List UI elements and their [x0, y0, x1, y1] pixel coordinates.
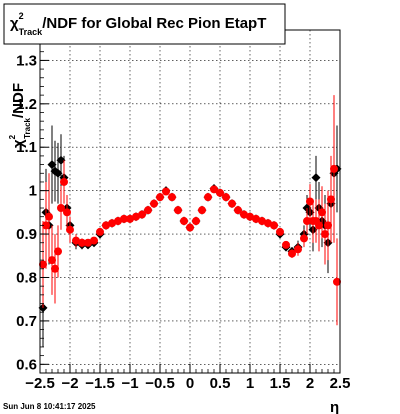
data-point-circle — [39, 260, 47, 269]
series-group — [38, 95, 342, 347]
data-point-circle — [126, 214, 134, 223]
data-point-circle — [330, 164, 338, 173]
data-point-circle — [276, 227, 284, 236]
data-point-circle — [300, 234, 308, 243]
data-point-circle — [84, 238, 92, 247]
y-tick-label: 0.9 — [16, 226, 37, 243]
data-point-circle — [156, 193, 164, 202]
y-axis-label: χ2 Track/NDF — [8, 83, 32, 148]
data-point-circle — [234, 206, 242, 215]
data-point-diamond — [53, 168, 63, 178]
data-point-circle — [186, 223, 194, 232]
data-point-circle — [120, 214, 128, 223]
data-point-circle — [54, 247, 62, 256]
x-tick-label: −1.5 — [85, 375, 115, 392]
data-point-circle — [222, 193, 230, 202]
data-point-circle — [108, 219, 116, 228]
tick-labels: −2.5 −2 −1.5 −1 −0.5 0 0.5 1 1.5 2 2.5 0.6 0.7 0.8 0.9… — [16, 52, 350, 392]
axis-ticks — [39, 33, 341, 374]
data-point-circle — [294, 245, 302, 254]
data-point-circle — [288, 249, 296, 258]
data-point-circle — [138, 210, 146, 219]
x-axis-label: η — [330, 399, 339, 414]
data-point-diamond — [56, 155, 66, 165]
x-tick-label: 2.5 — [330, 375, 351, 392]
data-point-circle — [174, 206, 182, 215]
y-tick-label: 1.1 — [16, 139, 37, 156]
data-point-circle — [228, 199, 236, 208]
x-tick-label: −2.5 — [25, 375, 55, 392]
data-point-circle — [60, 177, 68, 186]
x-tick-label: 0.5 — [210, 375, 231, 392]
data-point-circle — [198, 206, 206, 215]
data-point-circle — [204, 193, 212, 202]
data-point-circle — [321, 230, 329, 239]
data-point-circle — [114, 217, 122, 226]
y-tick-label: 0.8 — [16, 269, 37, 286]
data-point-circle — [51, 264, 59, 273]
data-point-circle — [282, 240, 290, 249]
data-point-circle — [96, 227, 104, 236]
y-tick-label: 1.2 — [16, 96, 37, 113]
data-point-circle — [63, 208, 71, 217]
data-point-circle — [240, 210, 248, 219]
y-tick-label: 1 — [29, 183, 37, 200]
data-point-circle — [132, 212, 140, 221]
x-tick-label: 1 — [246, 375, 254, 392]
data-point-circle — [42, 221, 50, 230]
x-tick-label: 0 — [186, 375, 194, 392]
timestamp: Sun Jun 8 10:41:17 2025 — [3, 402, 96, 411]
x-tick-label: −0.5 — [145, 375, 175, 392]
data-point-circle — [318, 208, 326, 217]
data-point-circle — [270, 221, 278, 230]
data-point-circle — [102, 221, 110, 230]
data-point-circle — [180, 217, 188, 226]
data-point-circle — [216, 188, 224, 197]
data-point-circle — [90, 236, 98, 245]
y-tick-label: 0.7 — [16, 313, 37, 330]
data-point-circle — [264, 219, 272, 228]
data-point-diamond — [311, 173, 321, 183]
data-point-circle — [315, 221, 323, 230]
x-tick-label: 2 — [306, 375, 314, 392]
grid — [40, 30, 340, 373]
data-point-circle — [327, 195, 335, 204]
chart-title: χ2 Track/NDF for Global Rec Pion EtapT — [10, 11, 266, 37]
data-point-circle — [72, 236, 80, 245]
y-tick-label: 0.6 — [16, 356, 37, 373]
data-point-circle — [168, 193, 176, 202]
x-tick-label: 1.5 — [270, 375, 291, 392]
title-box — [3, 3, 286, 45]
data-point-circle — [45, 212, 53, 221]
x-tick-label: −2 — [61, 375, 78, 392]
data-point-circle — [162, 187, 170, 196]
series-1 — [39, 95, 341, 326]
data-point-circle — [324, 221, 332, 230]
data-point-circle — [252, 214, 260, 223]
x-tick-label: −1 — [121, 375, 138, 392]
data-point-circle — [150, 199, 158, 208]
data-point-circle — [258, 217, 266, 226]
data-point-circle — [48, 256, 56, 265]
data-point-diamond — [47, 160, 57, 170]
data-point-circle — [57, 204, 65, 213]
data-point-circle — [303, 217, 311, 226]
data-point-circle — [78, 238, 86, 247]
data-point-circle — [66, 225, 74, 234]
data-point-circle — [333, 277, 341, 286]
data-point-circle — [144, 206, 152, 215]
data-point-circle — [306, 197, 314, 206]
y-tick-label: 1.3 — [16, 52, 37, 69]
data-point-circle — [246, 212, 254, 221]
data-point-circle — [210, 185, 218, 194]
plot-frame — [39, 29, 341, 374]
data-point-circle — [192, 217, 200, 226]
